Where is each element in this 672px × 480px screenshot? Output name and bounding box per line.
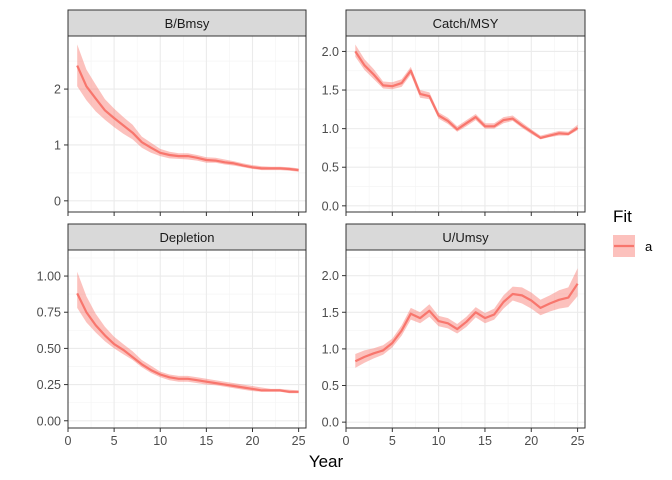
x-tick-label: 15 — [478, 434, 492, 448]
y-tick-label: 0 — [54, 194, 61, 208]
panel-depletion: Depletion 0.00 0.25 0.50 0.75 1.00 0 5 10 15 20 25 — [37, 223, 307, 448]
y-tick-label: 1.0 — [322, 122, 339, 136]
x-tick-label: 25 — [292, 434, 306, 448]
panel-catch-msy: Catch/MSY 0.0 0.5 1.0 1.5 2.0 — [322, 9, 586, 216]
plot-area-u-umsy — [346, 250, 585, 428]
y-tick-label: 0.0 — [322, 416, 339, 430]
panel-border-depletion — [67, 249, 307, 429]
strip-title-catch-msy: Catch/MSY — [433, 16, 499, 31]
y-tick-label: 0.0 — [322, 199, 339, 213]
y-tick-label: 0.25 — [37, 378, 61, 392]
y-tick-label: 0.5 — [322, 379, 339, 393]
panel-u-umsy: U/Umsy 0.0 0.5 1.0 1.5 2.0 0 5 10 15 20 25 — [322, 223, 586, 448]
x-tick-label: 0 — [65, 434, 72, 448]
x-tick-label: 15 — [199, 434, 213, 448]
y-tick-label: 0.5 — [322, 161, 339, 175]
x-tick-label: 5 — [111, 434, 118, 448]
series-line-u-umsy — [354, 283, 579, 363]
series-line-b-bmsy — [76, 65, 299, 172]
panel-border-u-umsy — [345, 249, 586, 429]
panel-border-catch-msy — [345, 35, 586, 213]
x-tick-label: 5 — [389, 434, 396, 448]
y-tick-label: 2.0 — [322, 269, 339, 283]
y-tick-label: 2 — [54, 83, 61, 97]
x-tick-label: 20 — [246, 434, 260, 448]
strip-b-bmsy — [67, 9, 307, 37]
x-tick-label: 25 — [571, 434, 585, 448]
x-tick-label: 0 — [343, 434, 350, 448]
series-line-catch-msy — [354, 50, 579, 139]
strip-title-u-umsy: U/Umsy — [442, 230, 489, 245]
y-tick-label: 0.50 — [37, 342, 61, 356]
strip-title-b-bmsy: B/Bmsy — [165, 16, 210, 31]
legend-title: Fit — [613, 207, 632, 226]
strip-catch-msy — [345, 9, 586, 37]
y-tick-label: 1 — [54, 138, 61, 152]
plot-area-b-bmsy — [68, 36, 306, 212]
x-tick-label: 10 — [153, 434, 167, 448]
legend-label-a: a — [645, 239, 653, 254]
strip-title-depletion: Depletion — [160, 230, 215, 245]
y-tick-label: 0.00 — [37, 414, 61, 428]
x-axis-title: Year — [309, 452, 344, 471]
ci-band-catch-msy — [355, 44, 578, 140]
panel-b-bmsy: B/Bmsy 0 1 2 — [54, 9, 307, 216]
y-tick-label: 1.5 — [322, 306, 339, 320]
y-tick-label: 1.00 — [37, 270, 61, 284]
ci-band-u-umsy — [355, 268, 578, 368]
legend: Fit a — [613, 207, 653, 257]
y-tick-label: 0.75 — [37, 306, 61, 320]
x-tick-label: 10 — [432, 434, 446, 448]
y-tick-label: 1.0 — [322, 342, 339, 356]
series-line-depletion — [76, 292, 299, 393]
panel-border-b-bmsy — [67, 35, 307, 213]
y-tick-label: 1.5 — [322, 84, 339, 98]
strip-depletion — [67, 223, 307, 251]
x-tick-label: 20 — [524, 434, 538, 448]
y-tick-label: 2.0 — [322, 45, 339, 59]
